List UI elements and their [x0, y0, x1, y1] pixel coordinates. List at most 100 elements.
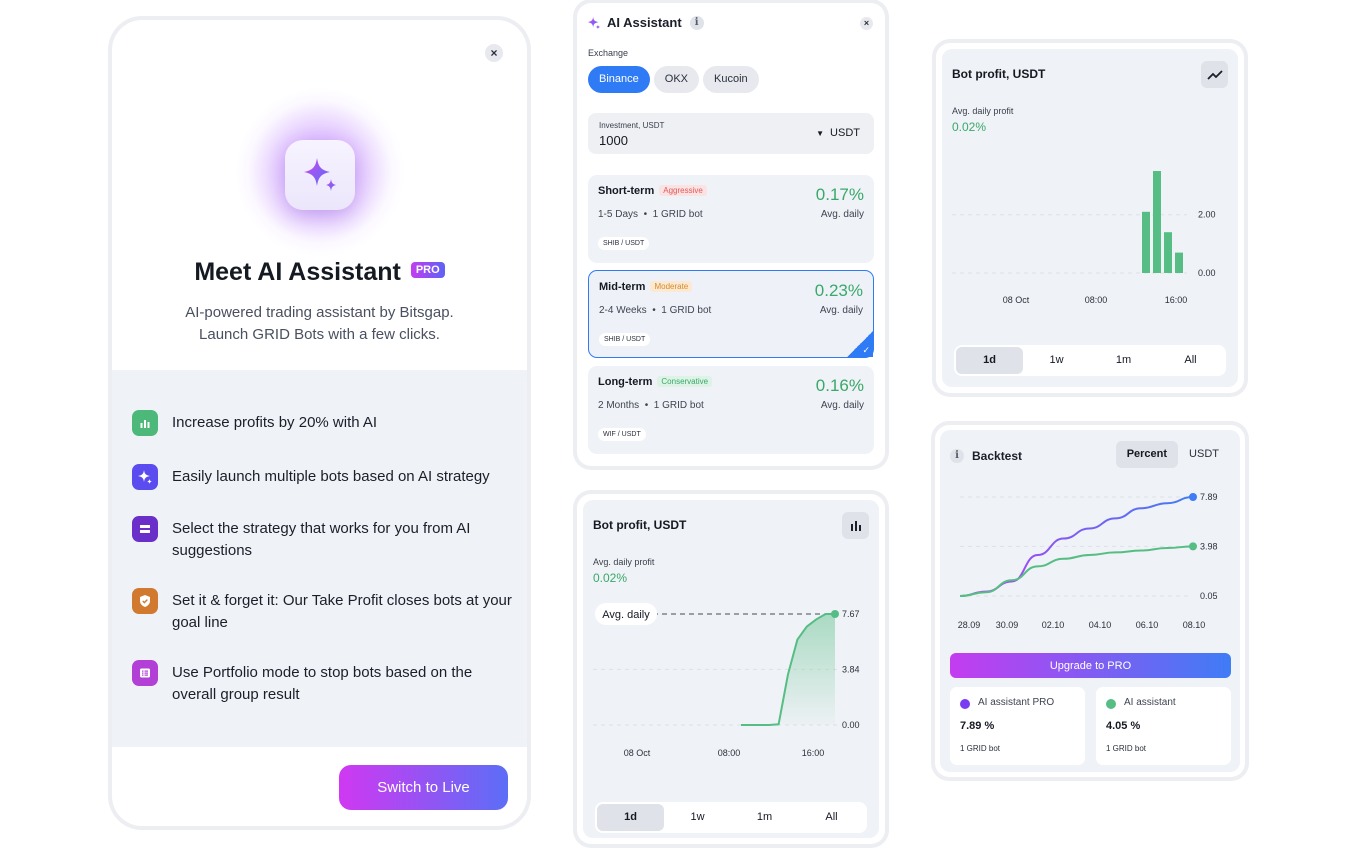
exchange-selector: Binance OKX Kucoin — [588, 66, 759, 93]
exchange-pill-kucoin[interactable]: Kucoin — [703, 66, 759, 93]
series-line — [959, 545, 1194, 597]
legend-card-pro: AI assistant PRO 7.89 % 1 GRID bot — [950, 687, 1085, 765]
feature-list: Increase profits by 20% with AI Easily l… — [112, 370, 527, 747]
legend-dot — [960, 699, 970, 709]
y-tick-label: 3.84 — [842, 664, 860, 674]
feature-text: Easily launch multiple bots based on AI … — [172, 468, 490, 485]
range-1m[interactable]: 1m — [756, 811, 773, 823]
range-1w[interactable]: 1w — [690, 811, 705, 823]
profit-bar — [1164, 232, 1172, 273]
info-icon[interactable]: i — [689, 15, 704, 30]
x-tick-label: 08:00 — [718, 748, 741, 758]
range-all[interactable]: All — [1184, 354, 1197, 366]
profit-area-chart: 0.00 3.84 7.67 Avg. daily 08 Oct 08:00 16:00 — [593, 603, 860, 758]
profit-bar — [1142, 211, 1150, 273]
panel-title: AI Assistant — [607, 15, 682, 30]
toggle-usdt[interactable]: USDT — [1189, 448, 1219, 460]
y-tick-label: 7.89 — [1200, 492, 1218, 502]
legend-name: AI assistant — [1124, 697, 1176, 708]
switch-to-live-button[interactable]: Switch to Live — [339, 765, 508, 810]
range-1d[interactable]: 1d — [956, 347, 1023, 374]
x-tick-label: 04.10 — [1089, 620, 1112, 630]
series-end-point — [1189, 542, 1197, 551]
strategy-name: Mid-term Moderate — [599, 281, 693, 293]
time-range-selector: 1d 1w 1m All — [595, 802, 867, 833]
profit-bar — [1175, 252, 1183, 273]
x-tick-label: 08 Oct — [1003, 295, 1030, 305]
avg-daily-label: Avg. daily — [820, 209, 864, 220]
feature-item: Use Portfolio mode to stop bots based on… — [132, 660, 512, 704]
bot-profit-panel: Bot profit, USDT Avg. daily profit 0.02%… — [942, 49, 1238, 387]
feature-item: Increase profits by 20% with AI — [132, 410, 512, 436]
sparkle-icon — [587, 16, 601, 29]
chevron-down-icon: ▼ — [816, 129, 825, 138]
feature-text: Select the strategy that works for you f… — [172, 520, 471, 559]
subtitle-line: AI-powered trading assistant by Bitsgap. — [185, 304, 454, 321]
onboarding-title: Meet AI Assistant PRO — [112, 258, 527, 287]
pair-badge: SHIB / USDT — [599, 333, 651, 346]
feature-text: Use Portfolio mode to stop bots based on… — [172, 664, 473, 703]
close-icon[interactable]: × — [485, 44, 503, 62]
strategy-card-long-term[interactable]: Long-term Conservative 2 Months • 1 GRID … — [588, 366, 874, 454]
x-tick-label: 08.10 — [1183, 620, 1206, 630]
strategy-name-text: Long-term — [598, 376, 653, 388]
avg-callout-bg — [595, 603, 657, 625]
feature-item: Set it & forget it: Our Take Profit clos… — [132, 588, 512, 632]
backtest-card: i Backtest Percent USDT 0.05 3.98 7.89 28.0… — [935, 425, 1245, 777]
avg-daily-profit-value: 0.02% — [593, 571, 628, 585]
investment-field[interactable]: Investment, USDT 1000 ▼ USDT — [588, 113, 874, 154]
panel-header: AI Assistant i — [587, 15, 704, 30]
toggle-percent[interactable]: Percent — [1115, 441, 1179, 468]
avg-daily-profit-label: Avg. daily profit — [952, 106, 1014, 116]
bot-profit-panel: Bot profit, USDT Avg. daily profit 0.02%… — [583, 500, 879, 838]
strategy-card-short-term[interactable]: Short-term Aggressive 1-5 Days • 1 GRID b… — [588, 175, 874, 263]
bullet: • — [644, 400, 649, 411]
feature-item: Easily launch multiple bots based on AI … — [132, 464, 512, 490]
exchange-pill-binance[interactable]: Binance — [588, 66, 650, 93]
strategy-meta: 1-5 Days • 1 GRID bot — [598, 209, 703, 220]
strategy-duration: 1-5 Days — [598, 209, 639, 220]
x-tick-label: 28.09 — [958, 620, 981, 630]
strategy-name-text: Mid-term — [599, 281, 646, 293]
avg-daily-profit-value: 0.02% — [952, 120, 987, 134]
range-all[interactable]: All — [825, 811, 838, 823]
strategy-percent: 0.17% — [815, 185, 864, 204]
bullet: • — [643, 209, 648, 220]
title-text: Meet AI Assistant — [194, 258, 401, 286]
close-icon[interactable]: × — [860, 17, 873, 30]
currency-select[interactable]: ▼ USDT — [816, 127, 860, 139]
avg-daily-label: Avg. daily — [819, 305, 863, 316]
subtitle-line: Launch GRID Bots with a few clicks. — [199, 326, 440, 343]
x-tick-label: 16:00 — [802, 748, 825, 758]
investment-value[interactable]: 1000 — [599, 133, 628, 148]
investment-label: Investment, USDT — [599, 121, 665, 130]
y-tick-label: 3.98 — [1200, 541, 1218, 551]
x-tick-label: 16:00 — [1165, 295, 1188, 305]
shield-icon — [132, 588, 158, 614]
avg-daily-label: Avg. daily — [820, 400, 864, 411]
range-1d[interactable]: 1d — [597, 804, 664, 831]
info-icon[interactable]: i — [950, 449, 964, 463]
backtest-header: i Backtest — [950, 449, 1022, 463]
y-tick-label: 0.00 — [842, 720, 860, 730]
bot-profit-bar-card: Bot profit, USDT Avg. daily profit 0.02%… — [936, 43, 1244, 393]
risk-tag: Moderate — [650, 281, 693, 292]
y-tick-label: 0.00 — [1198, 268, 1216, 278]
strategy-meta: 2 Months • 1 GRID bot — [598, 400, 704, 411]
strategy-name-text: Short-term — [598, 185, 655, 197]
feature-item: Select the strategy that works for you f… — [132, 516, 512, 560]
exchange-pill-okx[interactable]: OKX — [653, 66, 699, 93]
bot-profit-area-card: Bot profit, USDT Avg. daily profit 0.02%… — [577, 494, 885, 844]
range-1w[interactable]: 1w — [1049, 354, 1064, 366]
backtest-line-chart: 0.05 3.98 7.89 28.09 30.09 02.10 04.10 06.10 08.… — [958, 492, 1218, 630]
x-tick-label: 30.09 — [996, 620, 1019, 630]
upgrade-to-pro-button[interactable]: Upgrade to PRO — [950, 653, 1231, 678]
strategy-card-mid-term[interactable]: Mid-term Moderate 2-4 Weeks • 1 GRID bot … — [588, 270, 874, 358]
bullet: • — [652, 305, 656, 316]
bar-chart-icon[interactable] — [842, 512, 869, 539]
pair-badge: WIF / USDT — [598, 428, 646, 441]
risk-tag: Aggressive — [659, 185, 707, 196]
range-1m[interactable]: 1m — [1115, 354, 1132, 366]
trend-line-icon[interactable] — [1201, 61, 1228, 88]
legend-value: 4.05 % — [1106, 720, 1141, 732]
